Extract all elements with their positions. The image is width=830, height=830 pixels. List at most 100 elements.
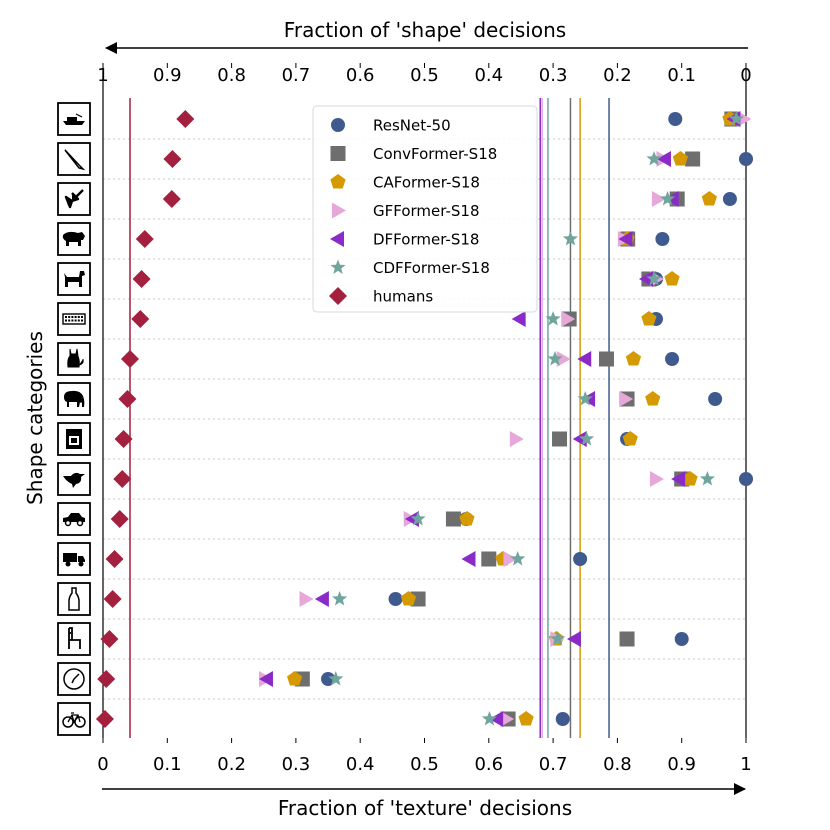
point-gfformer-s18-keyboard: [561, 311, 576, 327]
boat-icon: [57, 102, 91, 136]
point-resnet-50-bicycle: [555, 712, 570, 726]
point-humans-bird: [113, 470, 132, 488]
chair-icon: [57, 622, 91, 656]
legend-marker-resnet-50: [331, 118, 345, 132]
point-humans-keyboard: [131, 310, 150, 328]
x-tick-label: 0.4: [346, 754, 375, 775]
bottle-icon: [57, 582, 91, 616]
point-caformer-s18-airplane: [701, 191, 717, 206]
plot-frame: [102, 68, 747, 738]
legend-marker-gfformer-s18: [332, 202, 346, 219]
point-caformer-s18-keyboard: [641, 311, 657, 326]
point-humans-airplane: [162, 190, 181, 208]
point-gfformer-s18-bottle: [299, 591, 314, 607]
point-dfformer-s18-cat: [577, 351, 592, 367]
legend-label-humans: humans: [373, 288, 433, 306]
legend-label-dfformer-s18: DFFormer-S18: [373, 231, 479, 249]
x-tick-label: 0.7: [539, 754, 568, 775]
point-caformer-s18-knife: [672, 151, 689, 166]
point-resnet-50-truck: [573, 552, 588, 566]
legend: ResNet-50 ConvFormer-S18 CAFormer-S18 GFFor…: [312, 105, 538, 313]
point-dfformer-s18-clock: [258, 671, 273, 687]
legend-label-cdfformer-s18: CDFFormer-S18: [373, 259, 490, 277]
x-tick-label: 0.5: [410, 754, 439, 775]
point-cdfformer-s18-dog: [646, 271, 662, 286]
point-cdfformer-s18-truck: [510, 551, 526, 566]
point-resnet-50-boat: [668, 112, 683, 126]
point-convformer-s18-cat: [598, 351, 614, 367]
x2-tick-label: 0.7: [282, 65, 311, 86]
point-dfformer-s18-bicycle: [489, 711, 504, 727]
oven-icon: [57, 422, 91, 456]
data-markers: [95, 110, 753, 728]
x-tick-label: 0.2: [217, 754, 246, 775]
point-humans-bicycle: [95, 710, 114, 728]
point-humans-chair: [100, 630, 119, 648]
point-resnet-50-clock: [321, 672, 336, 686]
x-tick-label: 0.9: [667, 754, 696, 775]
legend-marker-dfformer-s18: [330, 231, 344, 247]
point-resnet-50-bottle: [388, 592, 403, 606]
point-caformer-s18-oven: [622, 431, 638, 446]
legend-marker-caformer-s18: [330, 174, 346, 189]
point-humans-boat: [176, 110, 195, 128]
x2-tick-label: 1: [97, 65, 108, 86]
knife-icon: [57, 142, 91, 176]
point-gfformer-s18-bicycle: [500, 711, 515, 727]
point-humans-truck: [105, 550, 124, 568]
point-gfformer-s18-oven: [509, 431, 524, 447]
elephant-icon: [57, 382, 91, 416]
axis-ticks: 0 0.1 0.2 0.3 0.4 0.5 0.6 0.7 0.8 0.9 1 1 0.9 0.8 0.7 0…: [97, 63, 752, 775]
point-convformer-s18-chair: [619, 631, 635, 647]
point-resnet-50-elephant: [708, 392, 723, 406]
legend-label-gfformer-s18: GFFormer-S18: [373, 202, 480, 220]
point-cdfformer-s18-knife: [646, 151, 662, 166]
point-resnet-50-airplane: [722, 192, 737, 206]
point-dfformer-s18-bear: [618, 231, 633, 247]
point-humans-elephant: [118, 390, 137, 408]
mean-lines: [129, 98, 610, 738]
point-gfformer-s18-truck: [503, 551, 518, 567]
point-humans-bear: [135, 230, 154, 248]
point-humans-bottle: [103, 590, 122, 608]
point-caformer-s18-dog: [664, 271, 680, 286]
bear-icon: [57, 222, 91, 256]
clock-icon: [57, 662, 91, 696]
point-convformer-s18-bottle: [410, 591, 426, 607]
point-resnet-50-knife: [739, 152, 753, 166]
point-resnet-50-chair: [674, 632, 689, 646]
x2-tick-label: 0.9: [153, 65, 182, 86]
airplane-icon: [57, 182, 91, 216]
point-caformer-s18-clock: [287, 671, 303, 686]
point-resnet-50-bear: [655, 232, 670, 246]
point-caformer-s18-bicycle: [518, 711, 534, 726]
point-cdfformer-s18-bird: [699, 471, 716, 486]
point-cdfformer-s18-clock: [328, 671, 344, 686]
point-humans-car: [110, 510, 129, 528]
point-cdfformer-s18-bear: [562, 231, 579, 246]
keyboard-icon: [57, 302, 91, 336]
bicycle-icon: [57, 702, 91, 736]
point-humans-clock: [97, 670, 116, 688]
point-humans-knife: [163, 150, 182, 168]
car-icon: [57, 502, 91, 536]
x2-tick-label: 0.3: [539, 65, 568, 86]
point-convformer-s18-oven: [552, 431, 568, 447]
point-dfformer-s18-chair: [566, 631, 581, 647]
point-caformer-s18-bottle: [400, 591, 417, 606]
x2-tick-label: 0.1: [667, 65, 696, 86]
x2-tick-label: 0.8: [217, 65, 246, 86]
x-tick-label: 0.3: [282, 754, 311, 775]
x2-tick-label: 0.6: [346, 65, 375, 86]
bird-icon: [57, 462, 91, 496]
point-cdfformer-s18-bottle: [332, 591, 348, 606]
point-gfformer-s18-cat: [556, 351, 571, 367]
point-resnet-50-cat: [665, 352, 680, 366]
point-cdfformer-s18-chair: [549, 631, 566, 646]
top-axis-title: Fraction of 'shape' decisions: [284, 18, 566, 42]
x-tick-label: 0: [97, 754, 108, 775]
point-gfformer-s18-bird: [649, 471, 664, 487]
point-dfformer-s18-keyboard: [511, 311, 526, 327]
point-cdfformer-s18-cat: [547, 351, 563, 366]
point-convformer-s18-knife: [685, 151, 701, 167]
